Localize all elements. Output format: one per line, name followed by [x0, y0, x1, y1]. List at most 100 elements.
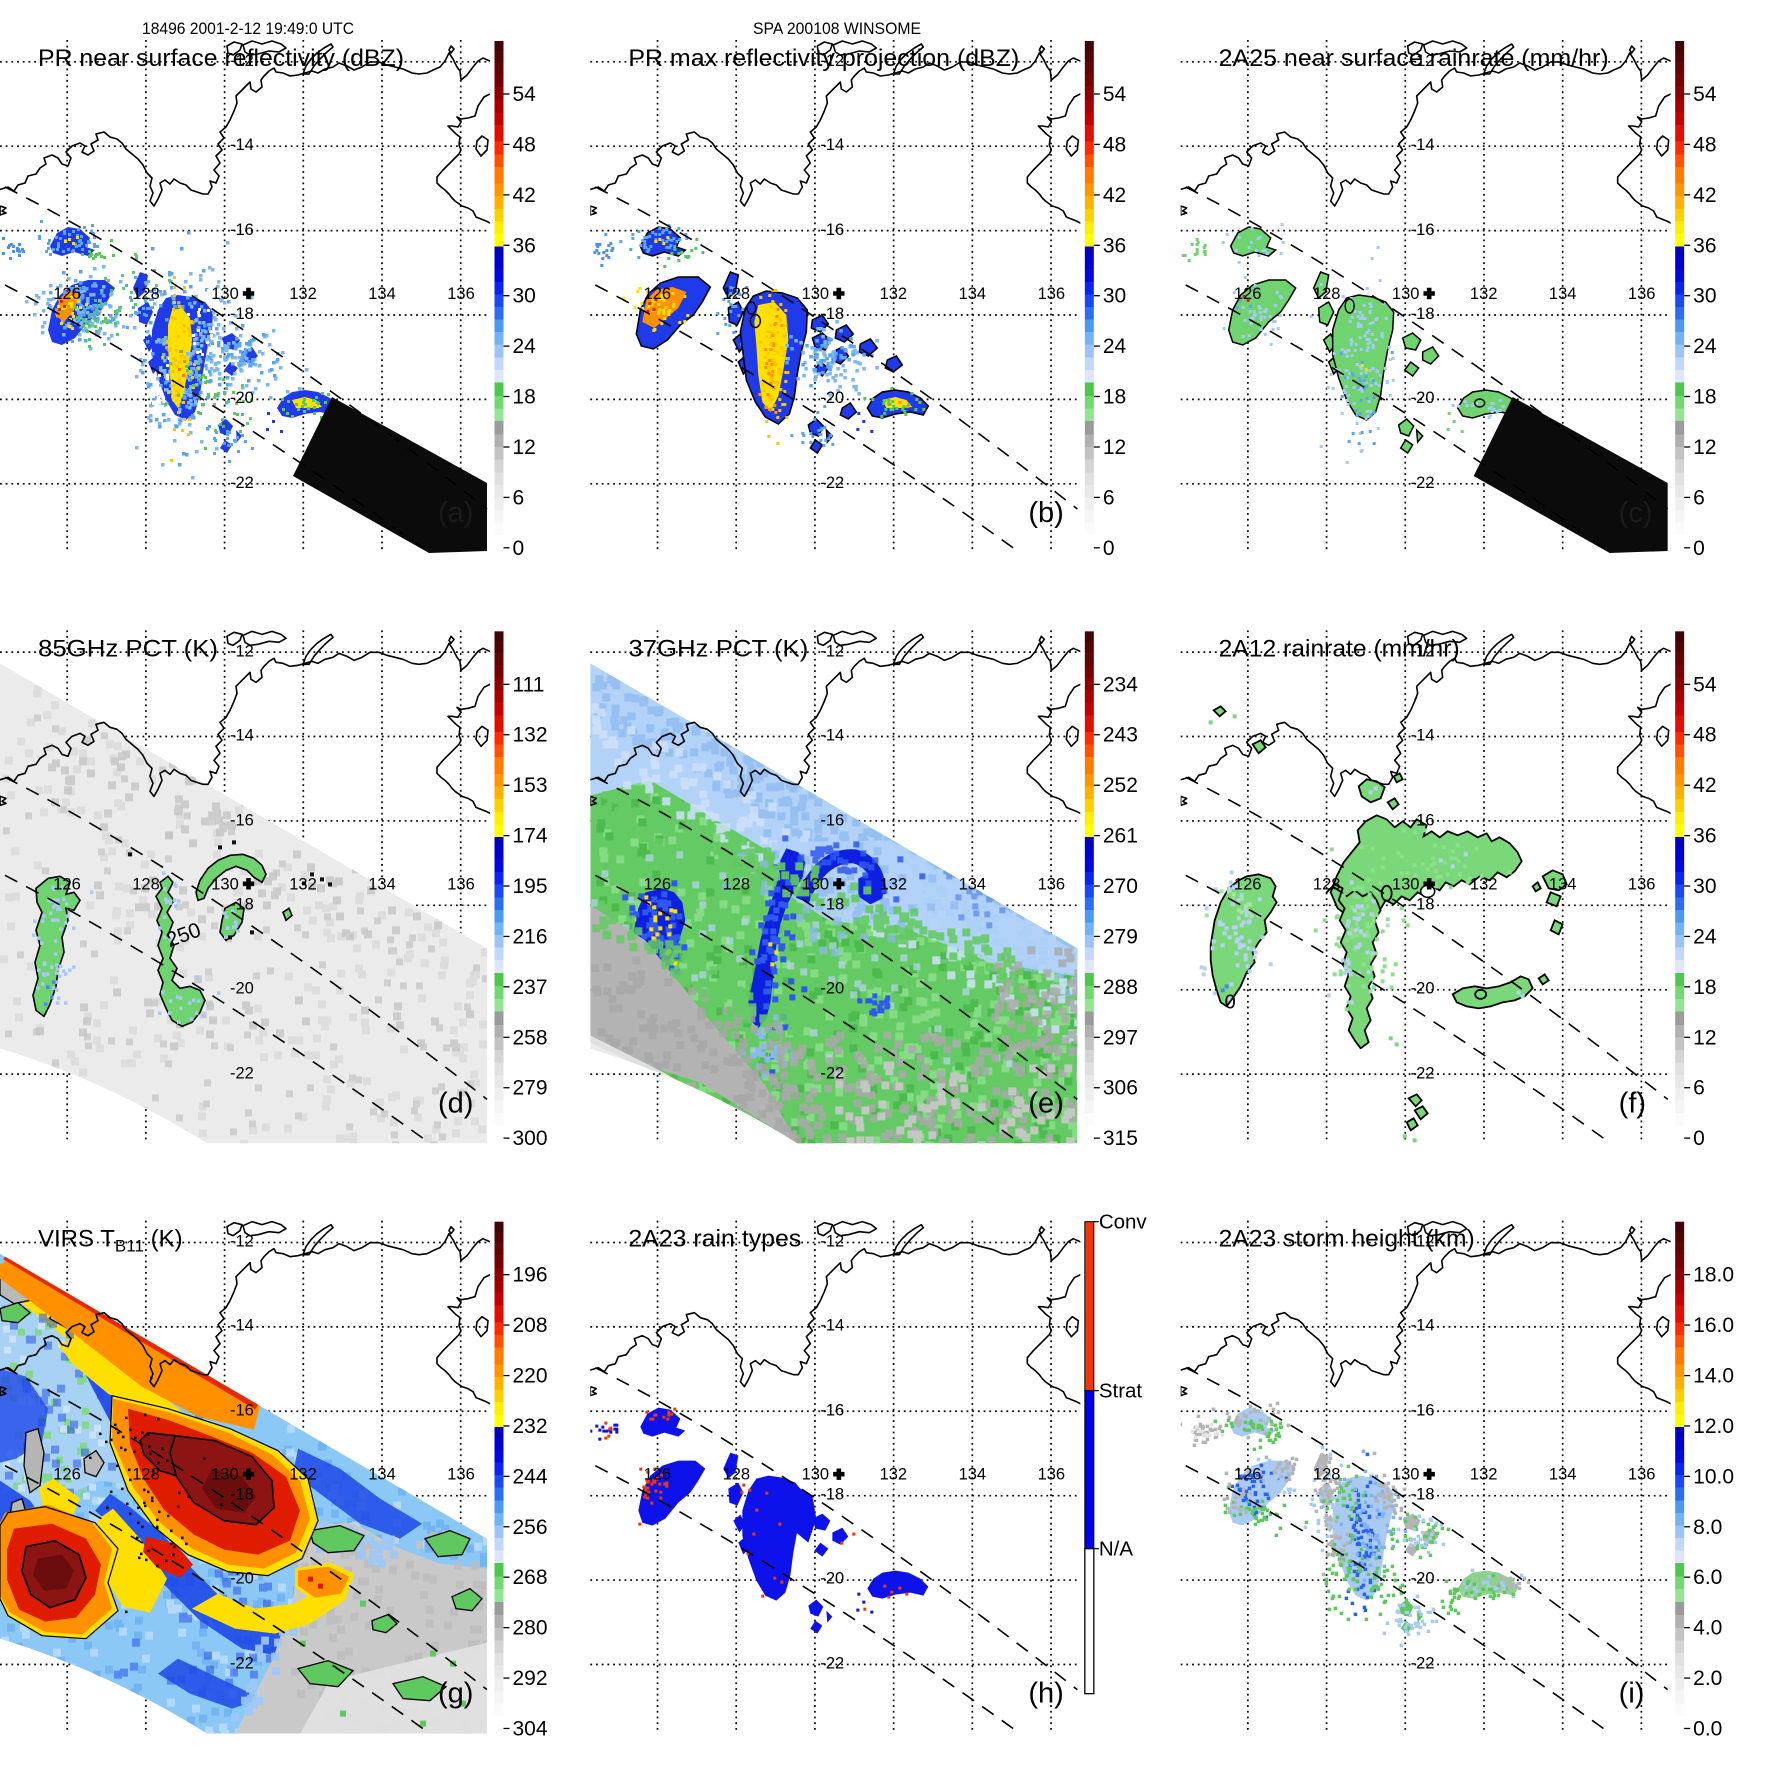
svg-text:126: 126 [53, 285, 81, 303]
svg-text:136: 136 [1628, 1466, 1656, 1484]
svg-text:48: 48 [1693, 724, 1716, 747]
svg-text:(d): (d) [438, 1087, 473, 1119]
svg-text:12: 12 [1103, 436, 1126, 459]
svg-text:244: 244 [513, 1465, 548, 1488]
svg-text:128: 128 [132, 875, 160, 893]
svg-text:24: 24 [1103, 335, 1127, 358]
svg-text:-16: -16 [820, 1402, 844, 1420]
svg-text:128: 128 [723, 875, 751, 893]
svg-text:-22: -22 [230, 474, 254, 492]
svg-text:14.0: 14.0 [1693, 1365, 1734, 1388]
svg-text:279: 279 [1103, 925, 1138, 948]
svg-text:128: 128 [723, 285, 751, 303]
svg-text:-14: -14 [230, 1317, 254, 1335]
svg-text:0: 0 [1225, 991, 1236, 1013]
svg-text:-22: -22 [230, 1655, 254, 1673]
svg-text:(c): (c) [1619, 497, 1653, 529]
svg-text:2A12 rainrate (mm/hr): 2A12 rainrate (mm/hr) [1219, 635, 1460, 662]
svg-text:136: 136 [1628, 285, 1656, 303]
svg-text:-22: -22 [1411, 474, 1435, 492]
svg-text:-16: -16 [820, 221, 844, 239]
svg-text:(f): (f) [1619, 1087, 1646, 1119]
svg-text:132: 132 [1470, 1466, 1498, 1484]
svg-text:30: 30 [513, 285, 536, 308]
svg-text:132: 132 [513, 724, 548, 747]
svg-text:6: 6 [513, 486, 525, 509]
svg-text:-14: -14 [820, 1317, 844, 1335]
svg-text:132: 132 [289, 285, 317, 303]
svg-text:300: 300 [513, 1127, 548, 1150]
svg-text:134: 134 [1549, 1466, 1577, 1484]
svg-text:220: 220 [513, 1365, 548, 1388]
svg-text:128: 128 [1313, 285, 1341, 303]
svg-text:256: 256 [513, 1516, 548, 1539]
svg-text:-22: -22 [820, 474, 844, 492]
svg-text:216: 216 [513, 925, 548, 948]
svg-text:-18: -18 [1411, 895, 1435, 913]
svg-text:36: 36 [1693, 825, 1716, 848]
svg-text:-20: -20 [1411, 979, 1435, 997]
svg-text:136: 136 [447, 1466, 475, 1484]
svg-text:54: 54 [1103, 83, 1127, 106]
svg-text:130: 130 [1392, 1466, 1420, 1484]
svg-text:Strat: Strat [1099, 1380, 1143, 1403]
svg-text:18: 18 [1693, 386, 1716, 409]
svg-text:126: 126 [644, 875, 672, 893]
svg-text:195: 195 [513, 875, 548, 898]
svg-text:18: 18 [1693, 976, 1716, 999]
svg-text:130: 130 [802, 1466, 830, 1484]
svg-text:0: 0 [1103, 537, 1115, 560]
svg-text:VIRS TB11 (K): VIRS TB11 (K) [38, 1226, 183, 1256]
svg-text:243: 243 [1103, 724, 1138, 747]
svg-text:-18: -18 [230, 895, 254, 913]
svg-text:268: 268 [513, 1566, 548, 1589]
svg-text:130: 130 [211, 875, 239, 893]
svg-text:0: 0 [513, 537, 525, 560]
svg-text:6: 6 [1103, 486, 1115, 509]
svg-text:-20: -20 [820, 979, 844, 997]
svg-text:18: 18 [513, 386, 536, 409]
svg-text:130: 130 [211, 285, 239, 303]
svg-text:8.0: 8.0 [1693, 1516, 1722, 1539]
svg-text:-22: -22 [820, 1655, 844, 1673]
svg-text:130: 130 [1392, 875, 1420, 893]
svg-text:42: 42 [1693, 184, 1716, 207]
svg-text:36: 36 [513, 234, 536, 257]
svg-text:0: 0 [1693, 1127, 1705, 1150]
svg-text:261: 261 [1103, 825, 1138, 848]
svg-text:-18: -18 [230, 1486, 254, 1504]
svg-text:54: 54 [1693, 673, 1717, 696]
svg-text:18.0: 18.0 [1693, 1264, 1734, 1287]
svg-text:48: 48 [1103, 133, 1126, 156]
svg-text:136: 136 [447, 285, 475, 303]
svg-text:-18: -18 [1411, 1486, 1435, 1504]
svg-text:0.0: 0.0 [1693, 1717, 1722, 1740]
svg-text:-22: -22 [1411, 1655, 1435, 1673]
svg-text:130: 130 [1392, 285, 1420, 303]
svg-text:(h): (h) [1028, 1678, 1063, 1710]
svg-text:42: 42 [513, 184, 536, 207]
svg-text:48: 48 [513, 133, 536, 156]
svg-text:-12: -12 [1411, 642, 1435, 660]
svg-text:130: 130 [802, 875, 830, 893]
svg-text:-18: -18 [820, 895, 844, 913]
svg-text:12: 12 [1693, 1026, 1716, 1049]
svg-text:315: 315 [1103, 1127, 1138, 1150]
svg-text:134: 134 [1549, 875, 1577, 893]
svg-text:37GHz PCT (K): 37GHz PCT (K) [628, 635, 808, 662]
svg-text:126: 126 [1234, 285, 1262, 303]
svg-text:-20: -20 [820, 389, 844, 407]
svg-text:132: 132 [289, 875, 317, 893]
svg-text:-22: -22 [230, 1064, 254, 1082]
svg-text:-18: -18 [230, 305, 254, 323]
svg-text:30: 30 [1693, 285, 1716, 308]
svg-text:-12: -12 [820, 52, 844, 70]
svg-text:-12: -12 [230, 1233, 254, 1251]
svg-text:-12: -12 [1411, 1233, 1435, 1251]
svg-text:-16: -16 [1411, 811, 1435, 829]
svg-text:0: 0 [1693, 537, 1705, 560]
svg-text:134: 134 [1549, 285, 1577, 303]
svg-text:-20: -20 [230, 389, 254, 407]
svg-text:-12: -12 [820, 1233, 844, 1251]
svg-text:24: 24 [513, 335, 537, 358]
